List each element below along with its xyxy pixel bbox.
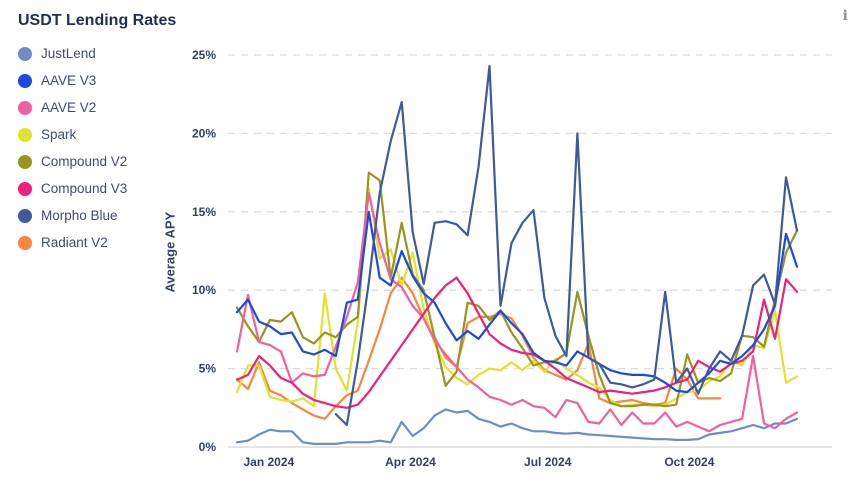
x-tick-label: Jul 2024 [524,455,572,469]
y-tick-label: 5% [199,362,217,376]
legend-dot-icon [18,73,32,88]
legend-label: AAVE V3 [41,73,97,88]
legend-item-morpho-blue[interactable]: Morpho Blue [18,202,127,229]
x-tick-label: Apr 2024 [385,455,436,469]
legend-label: JustLend [41,46,96,61]
legend-label: Spark [41,127,77,142]
info-icon[interactable]: i [842,8,848,24]
legend-item-radiant-v2[interactable]: Radiant V2 [18,229,127,256]
series-line-justlend [235,408,799,445]
series-line-aave-v2 [235,191,799,433]
legend-label: Morpho Blue [41,208,118,223]
legend-item-compound-v3[interactable]: Compound V3 [18,175,127,202]
legend-item-aave-v2[interactable]: AAVE V2 [18,94,127,121]
y-tick-label: 15% [192,205,216,219]
legend-item-spark[interactable]: Spark [18,121,127,148]
y-tick-label: 0% [199,440,217,454]
series-line-aave-v3 [235,210,799,394]
legend-label: AAVE V2 [41,100,97,115]
y-tick-label: 25% [192,48,216,62]
series-line-compound-v3 [235,276,799,409]
chart-title: USDT Lending Rates [18,12,177,29]
legend-item-aave-v3[interactable]: AAVE V3 [18,67,127,94]
series-line-compound-v2 [235,171,799,408]
series-line-radiant-v2 [235,276,722,420]
legend-item-compound-v2[interactable]: Compound V2 [18,148,127,175]
legend-dot-icon [18,100,32,115]
legend-label: Compound V3 [41,181,128,196]
legend-dot-icon [18,46,32,61]
series-line-morpho-blue [334,64,799,427]
legend-dot-icon [18,127,32,142]
legend-dot-icon [18,208,32,223]
y-tick-label: 10% [192,283,216,297]
x-tick-label: Oct 2024 [664,455,714,469]
legend-label: Radiant V2 [41,235,108,250]
legend: JustLend AAVE V3 AAVE V2 Spark Compound V2 Co… [18,40,127,256]
series-line-spark [235,187,799,408]
y-tick-label: 20% [192,126,216,140]
legend-dot-icon [18,181,32,196]
legend-dot-icon [18,154,32,169]
legend-item-justlend[interactable]: JustLend [18,40,127,67]
legend-label: Compound V2 [41,154,128,169]
legend-dot-icon [18,235,32,250]
x-tick-label: Jan 2024 [243,455,294,469]
